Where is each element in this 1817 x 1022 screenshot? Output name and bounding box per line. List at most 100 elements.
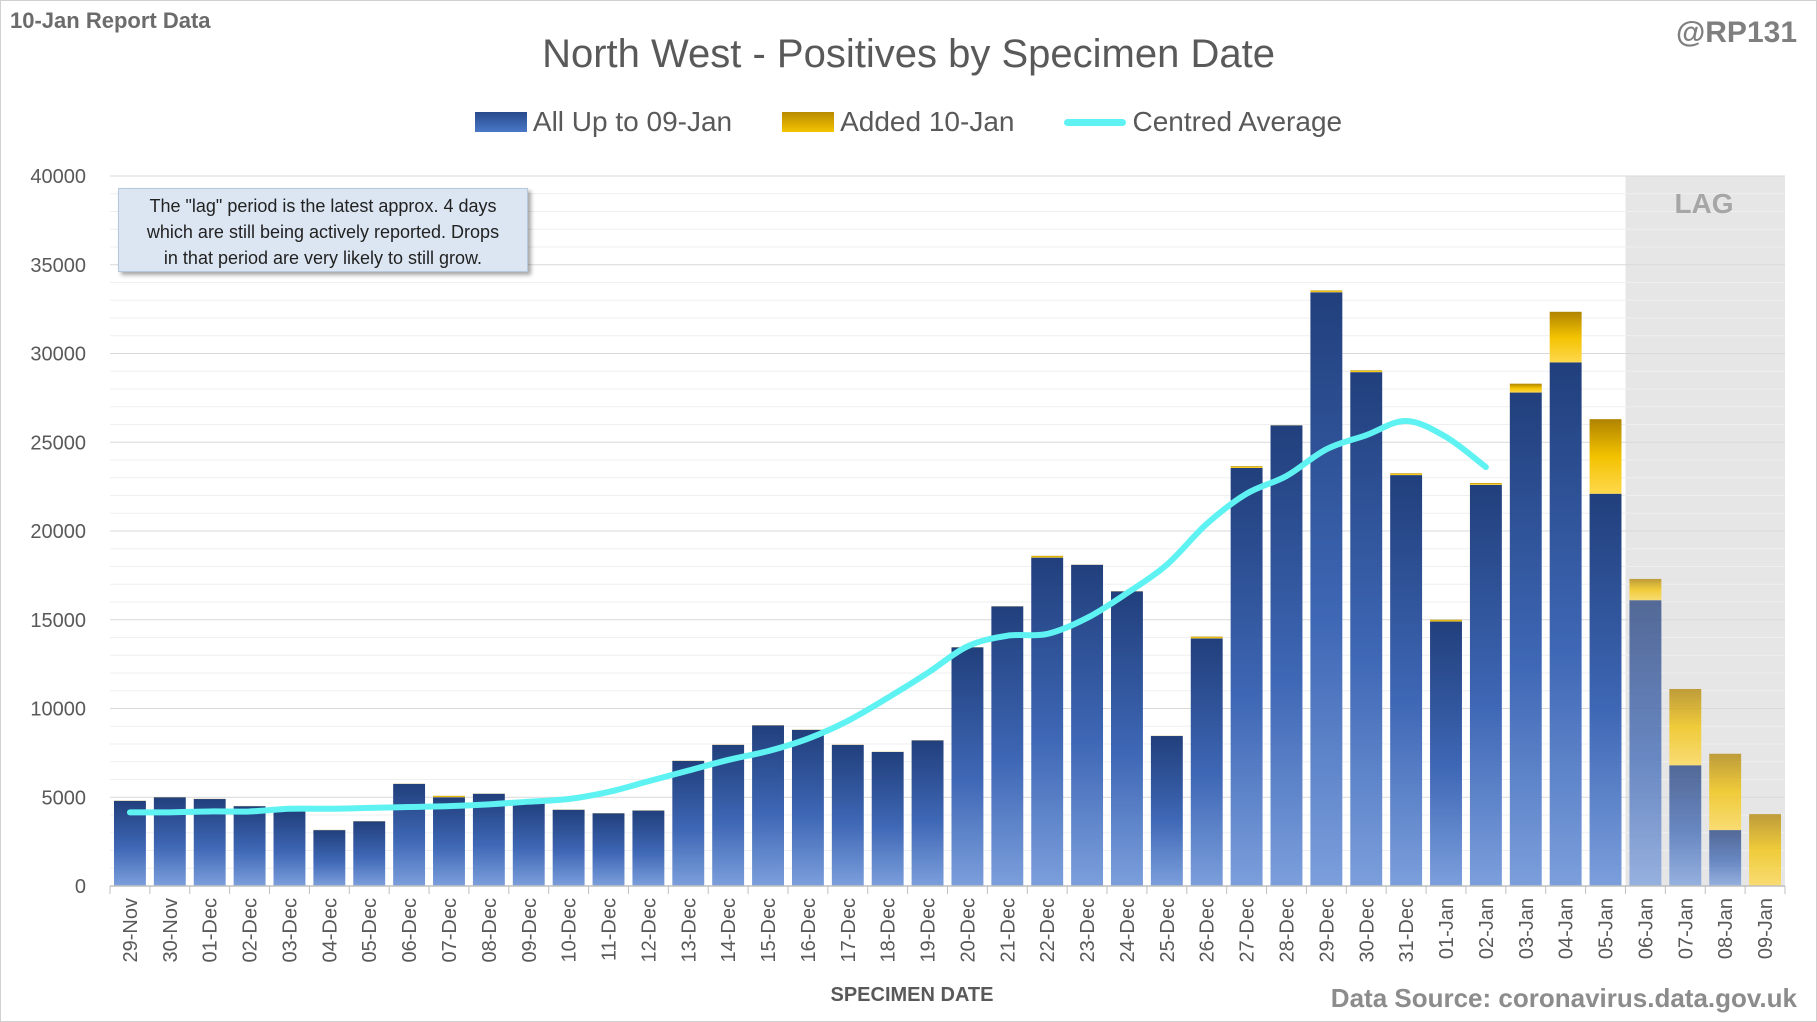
x-tick-label: 29-Nov [120,898,142,962]
bar-base [672,760,705,886]
x-axis-label: SPECIMEN DATE [830,984,994,1006]
bar-base [313,830,346,886]
bar-base [1709,830,1742,886]
bar-base [1031,557,1064,886]
x-tick-label: 16-Dec [798,898,820,962]
x-tick-label: 20-Dec [957,898,979,962]
bar-base [1669,765,1702,886]
bar-base [1190,638,1223,886]
legend-item-average: Centred Average [1064,106,1342,138]
bar-base [1111,591,1143,886]
bar-added [1390,473,1423,476]
bar-base [592,813,625,886]
bar-base [1509,392,1542,886]
bar-added [433,795,465,798]
note-line-1: The "lag" period is the latest approx. 4… [149,196,497,216]
x-tick-label: 08-Dec [479,898,501,962]
y-tick-label: 25000 [30,432,86,454]
bar-base [472,793,505,886]
note-line-2: which are still being actively reported.… [146,222,500,242]
bar-added [1709,753,1742,831]
y-tick-label: 10000 [30,699,86,721]
bar-base [871,751,904,886]
x-tick-label: 17-Dec [838,898,860,962]
x-tick-label: 03-Jan [1516,898,1538,959]
bar-base [791,729,824,886]
x-tick-label: 06-Dec [399,898,421,962]
x-tick-label: 01-Jan [1436,898,1458,959]
chart-title: North West - Positives by Specimen Date [542,32,1275,76]
x-tick-label: 02-Jan [1476,898,1498,959]
bar-added [1669,688,1702,766]
legend-swatch-average [1064,118,1127,126]
bar-base [1469,484,1502,886]
bar-base [712,744,745,886]
legend-swatch-added [782,112,835,132]
y-tick-label: 15000 [30,610,86,632]
bar-base [393,783,426,886]
bar-added [1430,619,1462,622]
bar-base [911,740,944,886]
x-tick-label: 14-Dec [718,898,740,962]
bar-added [1469,483,1502,485]
bar-base [1390,475,1423,886]
average-line [126,417,1489,816]
x-tick-label: 01-Dec [200,898,222,962]
bar-added [1549,311,1582,363]
x-tick-label: 15-Dec [758,898,780,962]
legend: All Up to 09-Jan Added 10-Jan Centred Av… [0,106,1817,138]
x-tick-label: 22-Dec [1037,898,1059,962]
x-tick-label: 06-Jan [1635,898,1657,959]
x-tick-label: 27-Dec [1237,898,1259,962]
bar-base [632,810,665,886]
y-tick-label: 0 [75,876,86,898]
bar-added [1629,578,1662,601]
bar-base [991,606,1024,886]
bar-base [1310,292,1343,886]
x-tick-label: 30-Nov [160,898,182,962]
bar-base [1629,600,1662,886]
bar-base [951,647,984,886]
bar-base [831,744,864,886]
y-tick-label: 5000 [42,787,87,809]
legend-item-base: All Up to 09-Jan [474,106,733,138]
bar-base [353,821,386,886]
bar-base [1350,372,1383,886]
bar-base [233,806,266,886]
legend-swatch-base [474,112,527,132]
y-tick-label: 35000 [30,255,86,277]
x-tick-label: 05-Jan [1596,898,1618,959]
x-tick-label: 31-Dec [1396,898,1418,962]
x-tick-label: 10-Dec [559,898,581,962]
note-line-3: in that period are very likely to still … [163,248,483,268]
bar-base [1430,621,1462,886]
legend-label-average: Centred Average [1132,106,1343,137]
bar-added [1509,383,1542,393]
x-tick-label: 23-Dec [1077,898,1099,962]
y-tick-label: 40000 [30,166,86,188]
x-tick-label: 12-Dec [638,898,660,962]
x-tick-label: 24-Dec [1117,898,1139,962]
bar-base [1150,736,1183,886]
x-tick-label: 13-Dec [678,898,700,962]
bar-base [1549,362,1582,886]
y-tick-label: 20000 [30,521,86,543]
x-tick-label: 28-Dec [1276,898,1298,962]
bar-added [1190,636,1223,639]
report-label: 10-Jan Report Data [10,8,211,33]
bar-base [433,797,465,886]
bar-base [552,809,585,886]
bar-base [1589,493,1622,886]
x-tick-label: 02-Dec [240,898,262,962]
x-tick-label: 05-Dec [359,898,381,962]
x-tick-label: 11-Dec [599,898,621,961]
bar-added [1350,370,1383,373]
bar-base [1230,467,1263,886]
x-tick-label: 29-Dec [1316,898,1338,962]
legend-label-base: All Up to 09-Jan [532,106,733,137]
x-tick-label: 30-Dec [1356,898,1378,962]
bar-base [273,811,306,886]
bar-base [512,801,545,886]
author-handle: @RP131 [1676,16,1797,49]
